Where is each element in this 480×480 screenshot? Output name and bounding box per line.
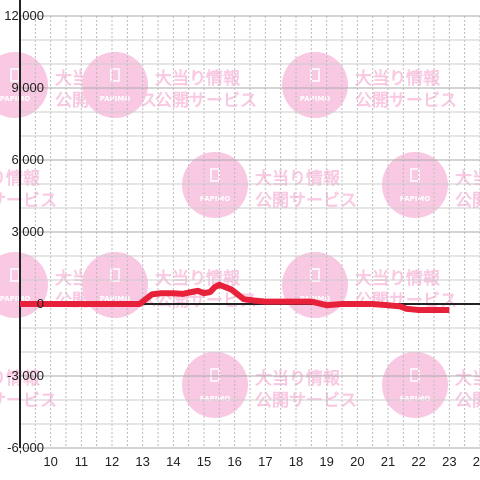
papimo-logo-icon <box>282 252 348 318</box>
watermark-logo-text: PAPIMO <box>100 295 131 303</box>
series-layer <box>20 281 450 313</box>
x-tick-label: 24 <box>473 454 480 469</box>
watermark-line1: 大当り情報 <box>155 68 241 89</box>
watermark-line2: 公開サービス <box>355 91 457 111</box>
watermark-logo-text: PAPIMO <box>0 95 30 103</box>
phone-icon <box>210 368 220 382</box>
watermark-logo-text: PAPIMO <box>400 195 431 203</box>
x-tick-label: 15 <box>197 454 211 469</box>
watermark-logo-text: PAPIMO <box>200 395 231 403</box>
x-tick-label: 21 <box>381 454 395 469</box>
watermark-layer: PAPIMO大当り情報公開サービスPAPIMO大当り情報公開サービスPAPIMO… <box>0 52 480 418</box>
y-tick-label: -6,000 <box>7 440 44 455</box>
watermark-logo-text: PAPIMO <box>100 95 131 103</box>
watermark-line2: 公開サービス <box>0 391 57 411</box>
watermark-logo-text: PAPIMO <box>300 95 331 103</box>
phone-icon <box>210 168 220 182</box>
x-tick-label: 14 <box>166 454 180 469</box>
phone-icon <box>110 268 120 282</box>
x-tick-label: 17 <box>258 454 272 469</box>
papimo-logo-icon <box>382 352 448 418</box>
y-tick-label: 0 <box>37 296 44 311</box>
x-tick-label: 13 <box>135 454 149 469</box>
watermark-logo-text: PAPIMO <box>0 295 30 303</box>
x-tick-label: 10 <box>43 454 57 469</box>
watermark-line1: 大当り情報 <box>255 168 341 189</box>
x-tick-label: 23 <box>442 454 456 469</box>
x-tick-label: 18 <box>289 454 303 469</box>
phone-icon <box>410 368 420 382</box>
watermark-logo-text: PAPIMO <box>300 295 331 303</box>
x-tick-label: 22 <box>411 454 425 469</box>
watermark-line1: 大当り情報 <box>355 268 441 289</box>
y-tick-label: 12,000 <box>4 8 44 23</box>
x-tick-label: 12 <box>105 454 119 469</box>
phone-icon <box>310 268 320 282</box>
watermark-logo-text: PAPIMO <box>400 395 431 403</box>
series-line <box>20 281 450 313</box>
x-tick-label: 19 <box>319 454 333 469</box>
phone-icon <box>310 68 320 82</box>
x-tick-label: 16 <box>227 454 241 469</box>
x-tick-label: 11 <box>75 454 89 469</box>
y-tick-label: 6,000 <box>11 152 44 167</box>
y-tick-label: 9,000 <box>11 80 44 95</box>
papimo-logo-icon <box>382 152 448 218</box>
y-tick-label: -3,000 <box>7 368 44 383</box>
x-tick-label: 20 <box>350 454 364 469</box>
phone-icon <box>410 168 420 182</box>
watermark-logo-text: PAPIMO <box>200 195 231 203</box>
papimo-logo-icon <box>82 52 148 118</box>
papimo-logo-icon <box>282 52 348 118</box>
watermark-line2: 公開サービス <box>455 391 480 411</box>
watermark-line2: 公開サービス <box>155 91 257 111</box>
watermark-line2: 公開サービス <box>455 191 480 211</box>
watermark-line2: 公開サービス <box>0 191 57 211</box>
watermark-line1: 大当り情報 <box>455 368 480 389</box>
papimo-logo-icon <box>182 152 248 218</box>
watermark-line1: 大当り情報 <box>355 68 441 89</box>
papimo-logo-icon <box>182 352 248 418</box>
papimo-logo-icon <box>82 252 148 318</box>
grid <box>20 15 480 449</box>
watermark-line1: 大当り情報 <box>455 168 480 189</box>
watermark-line1: 大当り情報 <box>255 368 341 389</box>
phone-icon <box>110 68 120 82</box>
y-tick-label: 3,000 <box>11 224 44 239</box>
